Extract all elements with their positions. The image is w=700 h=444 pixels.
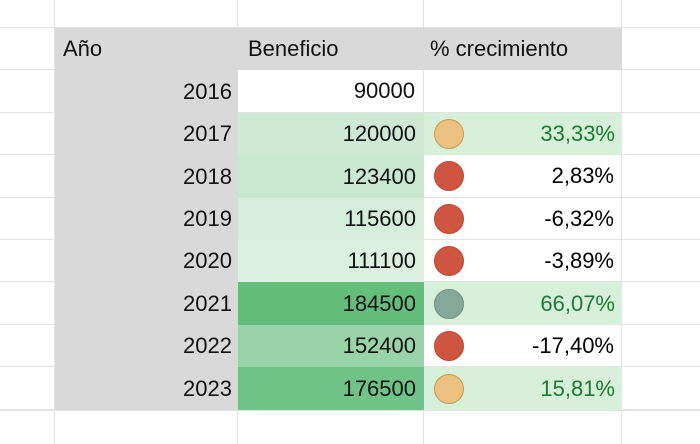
table-row (0, 0, 700, 28)
empty-cell[interactable] (0, 240, 55, 282)
growth-indicator-icon (434, 161, 464, 191)
empty-cell[interactable] (424, 0, 622, 28)
table-row (0, 410, 700, 444)
empty-cell[interactable] (622, 155, 700, 198)
year-cell[interactable]: 2016 (55, 70, 238, 113)
year-cell[interactable]: 2018 (55, 155, 238, 198)
empty-cell[interactable] (622, 367, 700, 410)
table-row: 2022 152400 -17,40% (0, 325, 700, 367)
header-row: Año Beneficio % crecimiento (0, 28, 700, 70)
column-header-year[interactable]: Año (55, 28, 238, 70)
year-cell[interactable]: 2023 (55, 367, 238, 410)
growth-value: 66,07% (540, 290, 615, 316)
growth-value: -6,32% (544, 205, 614, 231)
empty-cell[interactable] (622, 282, 700, 325)
growth-cell[interactable]: 66,07% (424, 282, 622, 325)
growth-value: -17,40% (532, 332, 614, 358)
profit-cell[interactable]: 176500 (238, 367, 424, 410)
year-cell[interactable]: 2020 (55, 240, 238, 282)
profit-cell[interactable]: 152400 (238, 325, 424, 367)
growth-indicator-icon (434, 203, 464, 234)
empty-cell[interactable] (0, 28, 55, 70)
empty-cell[interactable] (622, 325, 700, 367)
table-row: 2020 111100 -3,89% (0, 240, 700, 282)
empty-cell[interactable] (0, 367, 55, 410)
column-header-growth[interactable]: % crecimiento (424, 28, 622, 70)
growth-cell[interactable]: 15,81% (424, 367, 622, 410)
profit-cell[interactable]: 120000 (238, 113, 424, 155)
column-header-profit[interactable]: Beneficio (238, 28, 424, 70)
empty-cell[interactable] (0, 113, 55, 155)
empty-cell[interactable] (0, 410, 55, 444)
empty-cell[interactable] (622, 113, 700, 155)
empty-cell[interactable] (622, 0, 700, 28)
empty-cell[interactable] (55, 0, 238, 28)
growth-cell[interactable] (424, 70, 622, 113)
empty-cell[interactable] (0, 325, 55, 367)
growth-indicator-icon (434, 288, 464, 319)
empty-cell[interactable] (424, 410, 622, 444)
table-row: 2016 90000 (0, 70, 700, 113)
profit-cell[interactable]: 90000 (238, 70, 424, 113)
profit-cell[interactable]: 111100 (238, 240, 424, 282)
profit-cell[interactable]: 115600 (238, 198, 424, 240)
empty-cell[interactable] (238, 0, 424, 28)
table-row: 2019 115600 -6,32% (0, 198, 700, 240)
growth-indicator-icon (434, 373, 464, 404)
empty-cell[interactable] (55, 410, 238, 444)
growth-indicator-icon (434, 119, 464, 149)
growth-cell[interactable]: 33,33% (424, 113, 622, 155)
empty-cell[interactable] (238, 410, 424, 444)
empty-cell[interactable] (622, 410, 700, 444)
empty-cell[interactable] (0, 155, 55, 198)
table-row: 2017 120000 33,33% (0, 113, 700, 155)
growth-value: 2,83% (551, 163, 614, 188)
table-row: 2021 184500 66,07% (0, 282, 700, 325)
table-row: 2023 176500 15,81% (0, 367, 700, 410)
year-cell[interactable]: 2019 (55, 198, 238, 240)
empty-cell[interactable] (0, 70, 55, 113)
empty-cell[interactable] (0, 282, 55, 325)
empty-cell[interactable] (622, 240, 700, 282)
empty-cell[interactable] (622, 70, 700, 113)
growth-cell[interactable]: -3,89% (424, 240, 622, 282)
growth-cell[interactable]: -17,40% (424, 325, 622, 367)
empty-cell[interactable] (622, 198, 700, 240)
growth-value: 15,81% (540, 375, 615, 401)
profit-cell[interactable]: 184500 (238, 282, 424, 325)
growth-value: 33,33% (540, 121, 615, 146)
empty-cell[interactable] (0, 0, 55, 28)
empty-cell[interactable] (0, 198, 55, 240)
profit-cell[interactable]: 123400 (238, 155, 424, 198)
year-cell[interactable]: 2017 (55, 113, 238, 155)
growth-indicator-icon (434, 245, 464, 276)
growth-cell[interactable]: 2,83% (424, 155, 622, 198)
year-cell[interactable]: 2021 (55, 282, 238, 325)
growth-value: -3,89% (544, 247, 614, 273)
year-cell[interactable]: 2022 (55, 325, 238, 367)
growth-indicator-icon (434, 330, 464, 361)
empty-cell[interactable] (622, 28, 700, 70)
table-row: 2018 123400 2,83% (0, 155, 700, 198)
growth-cell[interactable]: -6,32% (424, 198, 622, 240)
